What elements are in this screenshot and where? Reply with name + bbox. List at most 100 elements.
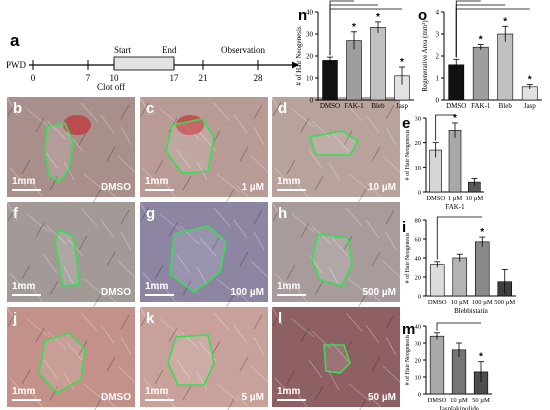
dark-hair-streak	[106, 251, 116, 267]
significance-marker: *	[528, 75, 532, 86]
hair-streak	[142, 377, 160, 397]
hair-streak	[253, 336, 265, 356]
scale-bar-label: 1mm	[277, 386, 300, 397]
bar-chart-e: e 0 10 20 30 # of Hair Neogenesis DMSO 1 µM * 10 …	[402, 113, 484, 211]
photo-background	[140, 202, 268, 302]
bar	[346, 40, 362, 101]
hair-streak	[291, 318, 315, 338]
dark-hair-streak	[154, 369, 164, 385]
x-tick-label: 100 µM	[472, 299, 493, 306]
dark-hair-streak	[343, 130, 353, 146]
hair-streak	[117, 365, 138, 385]
hair-streak	[233, 219, 248, 239]
hair-streak	[274, 272, 292, 292]
hair-streak	[142, 167, 160, 187]
y-tick-label: 0	[418, 294, 421, 301]
dark-hair-streak	[314, 280, 324, 296]
timeline-tick-label: 28	[254, 73, 264, 83]
y-axis-label: # of Hair Neogenesis	[404, 129, 411, 180]
dark-hair-streak	[239, 146, 249, 162]
wound-outline	[167, 334, 215, 386]
dark-hair-streak	[357, 293, 367, 309]
wound-outline	[323, 344, 351, 374]
dark-hair-streak	[154, 264, 164, 280]
panel-label-a: a	[10, 31, 20, 50]
skin-photo: f 1mm DMSO	[6, 201, 138, 310]
condition-label: 500 µM	[362, 287, 396, 298]
scale-bar-label: 1mm	[277, 281, 300, 292]
hair-streak	[63, 266, 75, 286]
y-tick-label: 20	[415, 140, 422, 147]
timeline-tick-label: 17	[170, 73, 180, 83]
timeline-clot-label: Clot off	[97, 82, 125, 92]
hair-streak	[291, 108, 315, 128]
photo-background	[272, 307, 400, 407]
dark-hair-streak	[120, 314, 130, 330]
significance-marker: *	[503, 16, 507, 27]
hair-streak	[103, 290, 124, 310]
bar	[497, 33, 514, 101]
dark-hair-streak	[140, 311, 150, 327]
timeline-end-label: End	[162, 45, 177, 55]
hair-streak	[311, 330, 332, 350]
hair-streak	[63, 371, 75, 391]
hair-streak	[213, 207, 231, 227]
dark-hair-streak	[78, 130, 88, 146]
y-tick-label: 4	[436, 9, 440, 17]
skin-photo: c 1mm 1 µM	[139, 96, 271, 205]
wound-outline	[165, 118, 215, 174]
dark-hair-streak	[225, 188, 235, 204]
chart-panel-label: o	[418, 7, 427, 24]
x-tick-label: Jasp	[524, 102, 537, 110]
timeline-observation-label: Observation	[221, 45, 265, 55]
dark-hair-streak	[211, 340, 221, 356]
hair-streak	[120, 336, 132, 356]
hair-streak	[236, 395, 253, 410]
significance-marker: *	[479, 352, 483, 363]
y-tick-label: 40	[415, 256, 422, 263]
bar-chart-m: m 0 10 20 30 40 # of Hair Neogenesis DMSO 10 µM 5…	[402, 321, 492, 410]
hair-streak	[46, 120, 67, 140]
scale-bar-label: 1mm	[277, 176, 300, 187]
hair-streak	[308, 149, 323, 169]
hair-streak	[142, 272, 160, 292]
x-tick-label: DMSO	[446, 102, 466, 110]
skin-photo: h 1mm 500 µM	[271, 201, 403, 310]
dark-hair-streak	[359, 398, 367, 410]
dark-hair-streak	[21, 264, 31, 280]
x-tick-label: Bleb	[499, 102, 513, 110]
hair-streak	[83, 278, 107, 298]
comparison-bracket	[436, 216, 483, 260]
dark-hair-streak	[286, 369, 296, 385]
photo-panel-label: c	[146, 100, 154, 117]
hair-streak	[236, 290, 257, 310]
photo-panel-label: h	[278, 205, 287, 222]
condition-label: 1 µM	[242, 182, 264, 193]
hair-streak	[368, 185, 389, 205]
hair-streak	[331, 342, 349, 362]
hair-streak	[43, 149, 58, 169]
hair-streak	[80, 207, 98, 227]
bar-chart-o: o 0 1 2 3 4 Regenerative Area (mm²) DMSO FAK-1 * B…	[418, 0, 542, 110]
hair-streak	[46, 330, 67, 350]
dark-hair-streak	[168, 222, 178, 238]
y-tick-label: 30	[306, 31, 314, 39]
dark-hair-streak	[385, 209, 395, 225]
dark-hair-streak	[49, 385, 59, 401]
y-tick-label: 20	[306, 53, 314, 61]
hair-streak	[6, 201, 18, 221]
bar	[429, 335, 445, 395]
bar-chart-n: n 0 10 20 30 40 # of Hair Neogenesis DMSO FAK-1 *…	[295, 0, 414, 110]
y-tick-label: 30	[415, 116, 422, 123]
x-tick-label: DMSO	[426, 195, 445, 202]
dark-hair-streak	[253, 314, 263, 330]
dark-hair-streak	[314, 175, 324, 191]
y-tick-label: 20	[415, 275, 422, 282]
x-tick-label: DMSO	[428, 397, 447, 404]
photo-panel-label: f	[13, 205, 19, 222]
photo-background	[272, 202, 400, 302]
comparison-bracket	[455, 8, 530, 58]
hair-streak	[9, 272, 27, 292]
